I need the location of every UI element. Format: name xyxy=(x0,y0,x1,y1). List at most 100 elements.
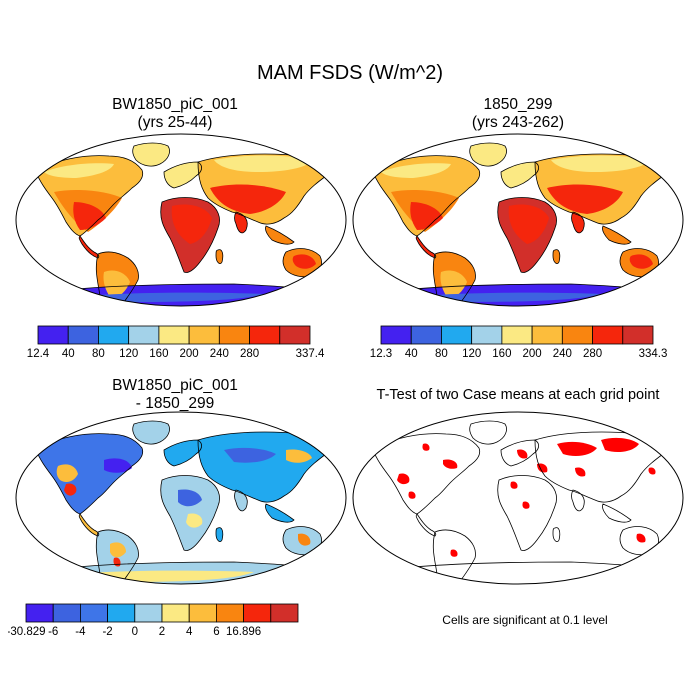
field-patch-11 xyxy=(510,481,518,489)
colorbar-label-5: 2 xyxy=(159,626,165,638)
coastline-india xyxy=(571,211,585,234)
coastline-africa xyxy=(497,197,557,273)
map-ttest xyxy=(352,411,684,585)
colorbar-box-2 xyxy=(98,325,130,345)
land-central-america xyxy=(416,236,436,258)
colorbar-box-5 xyxy=(161,603,190,623)
field-patch-2 xyxy=(440,270,467,300)
colorbar-box-8 xyxy=(622,325,654,345)
coastline-central-america xyxy=(78,513,100,537)
field-patch-7 xyxy=(629,254,653,269)
coastline-greenland xyxy=(469,420,507,445)
field-patch-4 xyxy=(210,184,286,214)
colorbar-box-7 xyxy=(249,325,281,345)
colorbar-label-3: 120 xyxy=(462,348,481,360)
land-india xyxy=(571,212,585,233)
colorbar-label-1: 40 xyxy=(62,348,75,360)
colorbar-box-3 xyxy=(471,325,503,345)
field-patch-13 xyxy=(648,467,656,475)
colorbar-difference: -30.829 -6 -4 -2 0 2 4 6 16.896 xyxy=(8,603,299,638)
colorbar-label-2: 80 xyxy=(435,348,448,360)
colorbar-label-7: 280 xyxy=(240,348,259,360)
colorbar-box-1 xyxy=(52,603,81,623)
field-patch-2 xyxy=(103,270,130,300)
colorbar-label-6: 4 xyxy=(186,626,193,638)
colorbar-box-0 xyxy=(25,603,54,623)
coastline-se-asia xyxy=(265,503,295,523)
colorbar-label-1: -6 xyxy=(48,626,58,638)
land-greenland xyxy=(132,421,170,445)
ocean xyxy=(353,412,683,584)
coastline-madagascar xyxy=(552,249,561,264)
coastline-madagascar xyxy=(215,249,224,264)
land-india xyxy=(234,212,248,233)
coastline-europe xyxy=(163,161,202,189)
land-se-asia xyxy=(265,226,294,245)
field-patch-6 xyxy=(186,513,203,528)
map-case1 xyxy=(15,133,347,307)
colorbar-label-4: 160 xyxy=(492,348,511,360)
map-border xyxy=(352,133,684,307)
land-madagascar xyxy=(216,527,223,542)
coastline-greenland xyxy=(469,142,507,167)
colorbar-label-7: 280 xyxy=(583,348,602,360)
land-europe xyxy=(164,440,202,466)
land-central-america xyxy=(79,514,99,536)
field-patch-5 xyxy=(214,155,314,172)
colorbar-label-1: 40 xyxy=(405,348,418,360)
map-border xyxy=(15,411,347,585)
colorbar-label-3: 120 xyxy=(119,348,138,360)
map-land-layer xyxy=(353,412,683,584)
colorbar-box-8 xyxy=(243,603,272,623)
colorbar-box-6 xyxy=(561,325,593,345)
colorbar-box-0 xyxy=(380,325,412,345)
panel-title-ttest: T-Test of two Case means at each grid po… xyxy=(376,387,660,403)
land-se-asia xyxy=(602,226,631,245)
colorbar-box-4 xyxy=(134,603,163,623)
land-europe xyxy=(164,162,202,188)
colorbar-label-4: 160 xyxy=(149,348,168,360)
field-patch-8 xyxy=(286,449,312,463)
field-patch-3 xyxy=(422,443,430,451)
significance-note: Cells are significant at 0.1 level xyxy=(442,613,608,627)
colorbar-case2: 12.3 40 80 120 160 200 240 280 334.3 xyxy=(370,325,667,360)
land-se-asia xyxy=(265,504,294,523)
field-patch-7 xyxy=(601,437,639,452)
panel-title-case2-line2: (yrs 243-262) xyxy=(471,114,565,131)
panel-title-case1-line1: BW1850_piC_001 xyxy=(112,96,238,113)
field-patch-1 xyxy=(73,202,106,230)
colorbar-box-9 xyxy=(270,603,299,623)
coastline-north-america xyxy=(35,155,144,237)
panel-title-case1-line2: (yrs 25-44) xyxy=(137,114,213,131)
map-border xyxy=(15,133,347,307)
colorbar-label-6: 240 xyxy=(553,348,572,360)
colorbar-label-0: -30.829 xyxy=(8,626,46,638)
field-patch-10 xyxy=(522,501,530,509)
coastline-madagascar xyxy=(215,527,224,542)
field-patch-0 xyxy=(397,473,410,485)
panel-title-case2-line1: 1850_299 xyxy=(483,96,553,113)
colorbar-box-6 xyxy=(188,603,217,623)
colorbar-label-5: 200 xyxy=(180,348,199,360)
colorbar-box-5 xyxy=(188,325,220,345)
field-patch-0 xyxy=(56,464,78,482)
field-patch-6 xyxy=(381,163,451,178)
panel-title-diff-line2: - 1850_299 xyxy=(135,395,215,412)
colorbar-label-0: 12.3 xyxy=(370,348,392,360)
colorbar-box-3 xyxy=(128,325,160,345)
land-europe xyxy=(501,162,539,188)
coastline-north-america xyxy=(372,433,481,515)
land-madagascar xyxy=(216,249,223,264)
map-land-layer xyxy=(353,134,683,306)
colorbar-label-6: 240 xyxy=(210,348,229,360)
coastline-north-america xyxy=(372,155,481,237)
field-patch-3 xyxy=(110,542,126,558)
colorbar-box-6 xyxy=(218,325,250,345)
coastline-se-asia xyxy=(602,503,632,523)
land-greenland xyxy=(469,143,507,167)
field-patch-4 xyxy=(450,549,458,557)
coastline-india xyxy=(571,489,585,512)
colorbar-box-2 xyxy=(441,325,473,345)
colorbar-label-4: 0 xyxy=(132,626,138,638)
coastline-india xyxy=(234,211,248,234)
